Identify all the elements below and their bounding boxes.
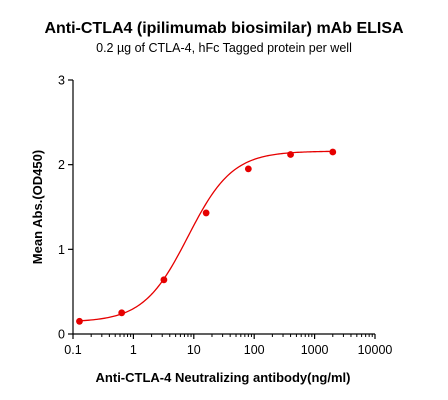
y-axis-title: Mean Abs.(OD450)	[30, 150, 45, 264]
data-points	[76, 148, 337, 325]
x-tick-label: 10000	[358, 343, 393, 357]
y-tick-label: 3	[58, 74, 65, 88]
chart-subtitle: 0.2 µg of CTLA-4, hFc Tagged protein per…	[96, 41, 352, 55]
x-tick-label: 100	[244, 343, 265, 357]
fit-curve	[79, 150, 333, 322]
x-tick-label: 1	[130, 343, 137, 357]
data-point	[287, 151, 294, 158]
data-point	[76, 317, 83, 325]
x-tick-label: 1000	[301, 343, 329, 357]
y-tick-label: 1	[58, 243, 65, 257]
x-axis-title: Anti-CTLA-4 Neutralizing antibody(ng/ml)	[96, 370, 351, 385]
ticks: 0 1 2 3 0.1 1 10 100 1000 10000	[58, 74, 392, 358]
x-tick-label: 0.1	[64, 343, 81, 357]
y-tick-label: 2	[58, 158, 65, 172]
y-tick-label: 0	[58, 328, 65, 342]
data-point	[118, 309, 126, 317]
data-point	[329, 148, 337, 156]
data-point	[202, 209, 210, 217]
axes	[72, 80, 375, 335]
x-tick-label: 10	[187, 343, 201, 357]
chart-title: Anti-CTLA4 (ipilimumab biosimilar) mAb E…	[44, 20, 404, 37]
data-point	[244, 165, 252, 173]
data-point	[160, 276, 168, 284]
